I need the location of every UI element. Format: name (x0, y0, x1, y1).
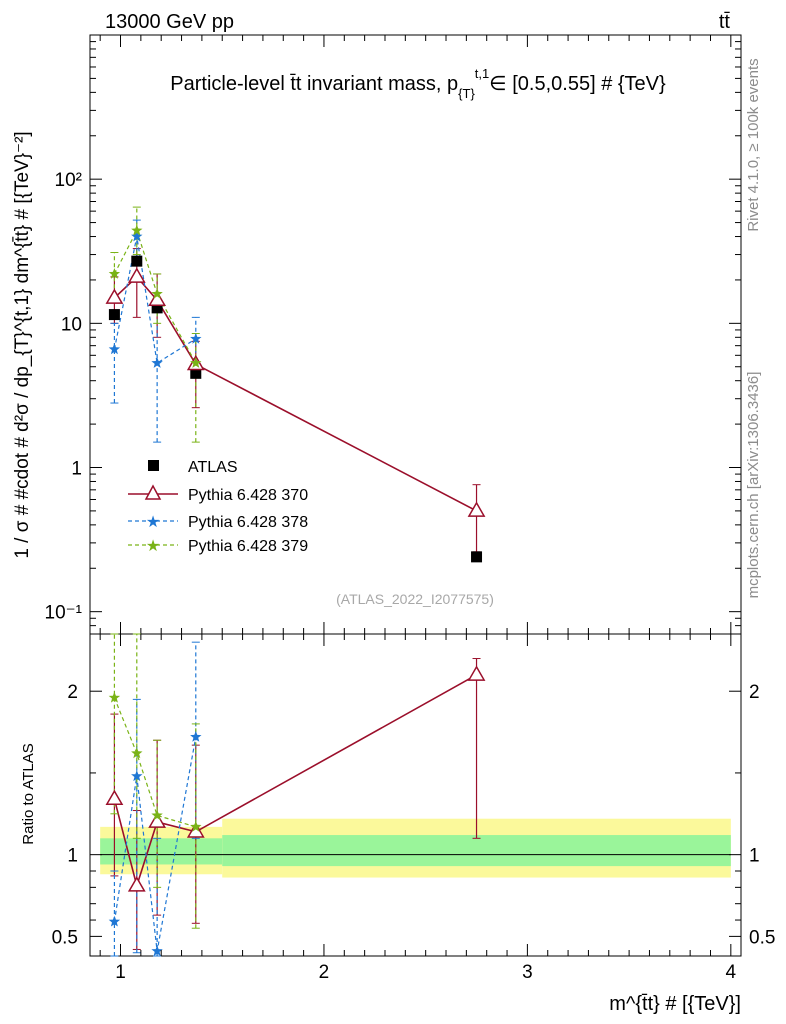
ratio-line-1 (113, 736, 197, 952)
ratio-y-tick-label: 2 (67, 682, 78, 703)
legend-marker-379: ★ (146, 538, 160, 555)
ratio-marker-370 (105, 789, 124, 806)
uncertainty-band-green-0 (100, 838, 223, 865)
energy-label: 13000 GeV pp (105, 11, 234, 33)
marker-3 (151, 287, 163, 299)
main-y-tick-label: 10⁻¹ (45, 603, 83, 624)
ratio-marker-370 (127, 876, 146, 892)
main-y-tick-label: 10 (61, 314, 82, 335)
ratio-marker-370 (467, 665, 486, 681)
series-line-3 (113, 229, 197, 364)
ratio-panel (89, 633, 742, 957)
legend-marker-378: ★ (146, 514, 160, 531)
legend-marker-370 (144, 484, 162, 500)
ratio-y-axis-label: Ratio to ATLAS (20, 743, 37, 844)
x-tick-label: 3 (522, 962, 533, 983)
ratio-y-tick-label-right: 1 (749, 846, 760, 867)
x-tick-label: 4 (726, 962, 737, 983)
ratio-y-tick-label: 0.5 (52, 927, 78, 948)
marker-370 (127, 267, 146, 283)
main-y-tick-label: 10² (55, 170, 82, 191)
ratio-y-tick-label-right: 2 (749, 682, 760, 703)
data-point-atlas (151, 302, 163, 314)
main-plot-area (105, 206, 486, 563)
legend-marker-atlas (148, 460, 159, 471)
marker-370 (105, 288, 124, 304)
main-axes: 10⁻¹ 1 10 10² (45, 34, 741, 635)
data-point-atlas (108, 309, 120, 321)
marker-2 (131, 230, 143, 242)
chart-title: Particle-level t̄t invariant mass, p{T}t… (170, 66, 666, 101)
ratio-marker-370 (186, 822, 205, 838)
series-line-2 (113, 236, 197, 365)
ratio-y-tick-label-right: 0.5 (749, 927, 775, 948)
process-label: tt̄ (719, 11, 731, 33)
ratio-line-2 (113, 697, 196, 828)
marker-2 (190, 332, 202, 344)
ratio-marker-2 (190, 820, 202, 832)
ratio-plot-area (105, 633, 486, 957)
legend-label-atlas: ATLAS (188, 459, 238, 476)
ratio-marker-2 (108, 691, 121, 703)
marker-3 (108, 268, 121, 279)
ratio-frame (89, 633, 742, 957)
ratio-marker-370 (148, 812, 167, 828)
marker-370 (148, 290, 167, 307)
ratio-marker-2 (151, 809, 163, 821)
ratio-marker-1 (190, 731, 202, 742)
data-point-atlas (131, 255, 143, 267)
marker-3 (190, 357, 202, 368)
marker-370 (467, 501, 486, 517)
ratio-marker-2 (131, 747, 143, 759)
marker-2 (151, 357, 163, 368)
marker-3 (131, 224, 143, 236)
x-tick-label: 2 (319, 962, 330, 983)
legend-label-370: Pythia 6.428 370 (188, 487, 308, 504)
ratio-axes: 0.5 0.5 1 1 2 2 1 2 3 4 (52, 634, 775, 983)
data-point-atlas (190, 367, 202, 379)
ratio-marker-1 (151, 945, 163, 956)
x-tick-label: 1 (115, 962, 126, 983)
x-axis-label: m^{t̄t} # [{TeV}] (609, 993, 741, 1015)
ratio-y-tick-label: 1 (67, 846, 78, 867)
legend: ATLAS Pythia 6.428 370 ★ Pythia 6.428 37… (128, 459, 308, 555)
ratio-marker-1 (108, 915, 121, 927)
uncertainty-band-green-1 (222, 835, 731, 867)
legend-label-378: Pythia 6.428 378 (188, 514, 308, 531)
data-point-atlas (471, 551, 483, 563)
marker-2 (108, 343, 121, 355)
mcplots-label: mcplots.cern.ch [arXiv:1306.3436] (745, 372, 762, 599)
rivet-label: Rivet 4.1.0, ≥ 100k events (745, 58, 762, 231)
legend-label-379: Pythia 6.428 379 (188, 538, 308, 555)
analysis-watermark: (ATLAS_2022_I2077575) (336, 591, 494, 607)
main-y-tick-label: 1 (71, 459, 82, 480)
ratio-marker-1 (131, 770, 143, 782)
series-line-1 (113, 275, 477, 512)
main-y-axis-label: 1 / σ # #cdot # d²σ / dp_{T}^{t,1} dm^{t… (12, 131, 33, 558)
